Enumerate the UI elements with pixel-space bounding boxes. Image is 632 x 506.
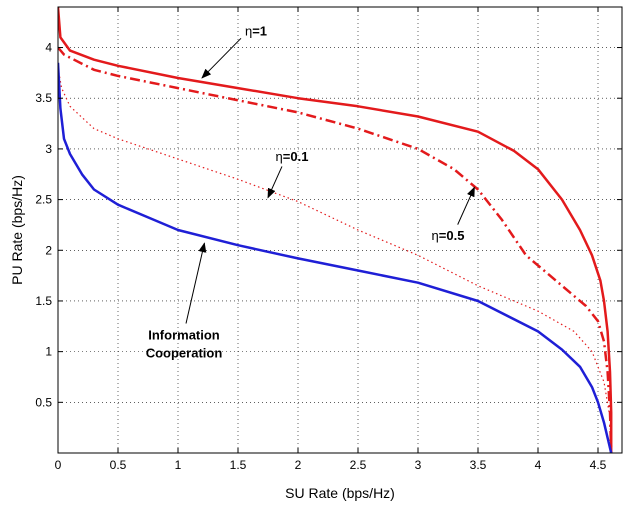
series-info-line xyxy=(58,62,613,453)
annotation-label: η=0.5 xyxy=(432,228,465,243)
x-axis-label: SU Rate (bps/Hz) xyxy=(285,485,395,501)
annotation-label-eta: η xyxy=(432,228,439,243)
x-tick-label: 2 xyxy=(295,458,302,472)
annotation-arrow xyxy=(185,242,207,324)
annotation-arrow xyxy=(457,186,475,225)
annotation-label-value: =0.5 xyxy=(439,228,465,243)
x-tick-label: 0.5 xyxy=(110,458,127,472)
annotation-arrow xyxy=(201,37,242,79)
series-layer xyxy=(58,7,613,453)
series-eta01-line xyxy=(58,67,612,453)
y-tick-label: 1.5 xyxy=(35,294,52,308)
annotation-label-value: =1 xyxy=(252,23,267,38)
annotation-label: η=0.1 xyxy=(276,149,309,164)
annotation-label-value: =0.1 xyxy=(283,149,309,164)
x-tick-label: 1 xyxy=(175,458,182,472)
y-tick-label: 0.5 xyxy=(35,395,52,409)
annotation-arrow xyxy=(267,166,283,199)
annotation-label-eta: η xyxy=(245,23,252,38)
y-tick-label: 4 xyxy=(45,41,52,55)
x-tick-label: 4 xyxy=(535,458,542,472)
y-axis-label: PU Rate (bps/Hz) xyxy=(9,175,25,285)
y-tick-label: 3.5 xyxy=(35,91,52,105)
annotation-label-eta: η xyxy=(276,149,283,164)
x-tick-label: 3.5 xyxy=(470,458,487,472)
x-tick-label: 4.5 xyxy=(590,458,607,472)
axis-ticks: 0 0.5 1 1.5 2 2.5 3 3.5 4 4.5 0.5 1 1.5 2 2.5 3 3.5 4 xyxy=(35,7,622,472)
x-tick-label: 1.5 xyxy=(230,458,247,472)
y-tick-label: 3 xyxy=(45,142,52,156)
series-eta1-line xyxy=(58,7,613,453)
y-tick-label: 2 xyxy=(45,243,52,257)
x-tick-label: 3 xyxy=(415,458,422,472)
plot-background xyxy=(58,7,622,453)
annotation-label-line: Cooperation xyxy=(146,345,223,360)
y-tick-label: 1 xyxy=(45,345,52,359)
plot-frame xyxy=(57,6,623,454)
x-tick-label: 0 xyxy=(55,458,62,472)
x-tick-label: 2.5 xyxy=(350,458,367,472)
y-tick-label: 2.5 xyxy=(35,193,52,207)
series-eta05-line xyxy=(58,46,613,453)
annotation-label: η=1 xyxy=(245,23,267,38)
annotation-label-line: Information xyxy=(148,327,220,342)
